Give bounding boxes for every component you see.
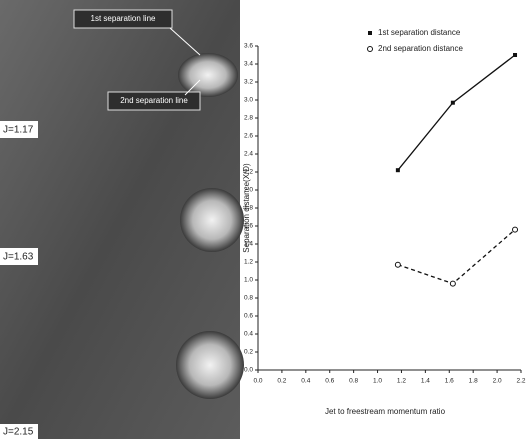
- marker: [368, 47, 373, 52]
- jet-hole: [178, 53, 238, 97]
- y-tick-label: 0.2: [244, 349, 253, 356]
- figure: 1st separation line 2nd separation line …: [0, 0, 527, 439]
- x-tick-label: 2.0: [493, 378, 502, 385]
- series-line: [398, 55, 515, 170]
- x-tick-label: 1.0: [373, 378, 382, 385]
- y-tick-label: 0.8: [244, 295, 253, 302]
- x-tick-label: 0.0: [253, 378, 262, 385]
- y-tick-label: 0.4: [244, 331, 253, 338]
- y-tick-label: 0.0: [244, 367, 253, 374]
- j-label: J=1.17: [3, 125, 34, 136]
- x-tick-label: 0.6: [325, 378, 334, 385]
- j-label: J=1.63: [3, 252, 34, 263]
- jet-hole: [176, 331, 244, 399]
- series-line: [398, 230, 515, 284]
- y-tick-label: 1.4: [244, 241, 253, 248]
- y-tick-label: 2.8: [244, 115, 253, 122]
- legend-label: 1st separation distance: [378, 28, 461, 37]
- legend-label: 2nd separation distance: [378, 44, 464, 53]
- y-tick-label: 2.0: [244, 187, 253, 194]
- callout: 2nd separation line: [120, 96, 188, 105]
- y-tick-label: 2.2: [244, 169, 253, 176]
- jet-hole: [180, 188, 244, 252]
- callout: 1st separation line: [91, 14, 156, 23]
- marker: [395, 262, 400, 267]
- y-tick-label: 1.0: [244, 277, 253, 284]
- y-tick-label: 3.2: [244, 79, 253, 86]
- x-axis-label: Jet to freestream momentum ratio: [325, 407, 446, 416]
- j-label: J=2.15: [3, 427, 34, 438]
- y-tick-label: 3.0: [244, 97, 253, 104]
- marker: [513, 53, 517, 57]
- y-tick-label: 2.6: [244, 133, 253, 140]
- y-tick-label: 3.6: [244, 43, 253, 50]
- y-tick-label: 3.4: [244, 61, 253, 68]
- marker: [368, 31, 372, 35]
- x-tick-label: 1.8: [469, 378, 478, 385]
- marker: [450, 281, 455, 286]
- y-tick-label: 1.2: [244, 259, 253, 266]
- photo: 1st separation line 2nd separation line …: [0, 0, 244, 439]
- x-tick-label: 1.6: [445, 378, 454, 385]
- x-tick-label: 1.4: [421, 378, 430, 385]
- y-tick-label: 2.4: [244, 151, 253, 158]
- x-tick-label: 0.2: [277, 378, 286, 385]
- x-tick-label: 0.8: [349, 378, 358, 385]
- x-tick-label: 0.4: [301, 378, 310, 385]
- y-tick-label: 1.8: [244, 205, 253, 212]
- y-tick-label: 0.6: [244, 313, 253, 320]
- marker: [396, 168, 400, 172]
- x-tick-label: 2.2: [516, 378, 525, 385]
- x-tick-label: 1.2: [397, 378, 406, 385]
- y-tick-label: 1.6: [244, 223, 253, 230]
- marker: [451, 101, 455, 105]
- marker: [513, 227, 518, 232]
